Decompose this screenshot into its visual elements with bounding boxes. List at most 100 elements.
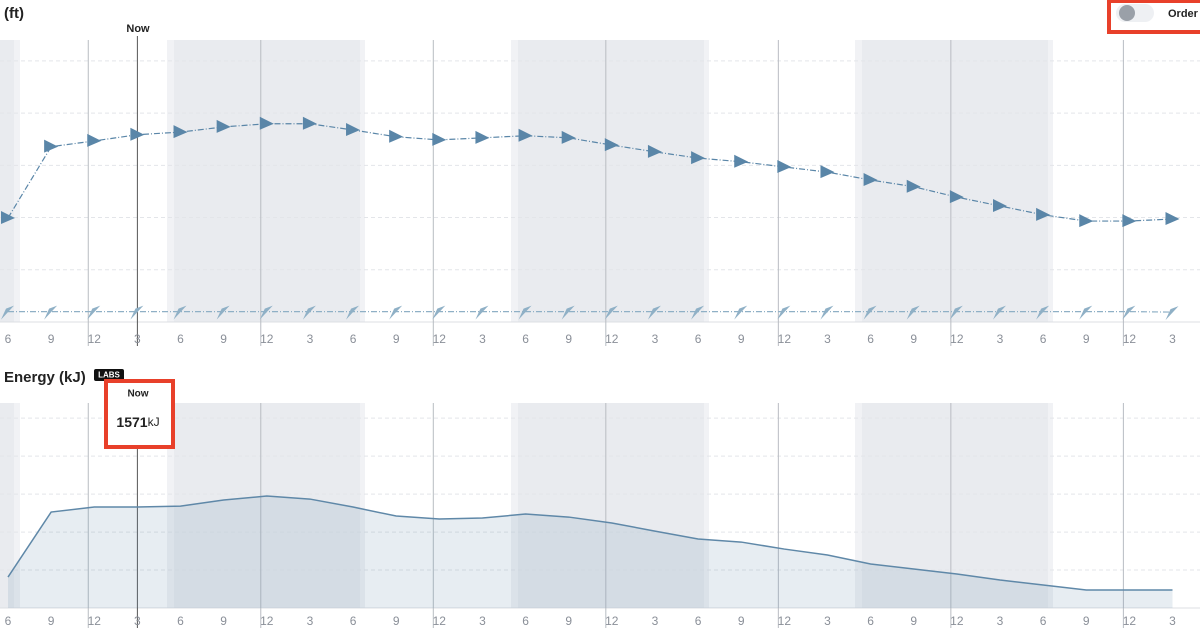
swell-arrow [647, 305, 661, 320]
swell-arrow [475, 130, 490, 144]
tooltip-unit: kJ [148, 415, 160, 429]
toggle-label[interactable]: Order l [1168, 8, 1200, 20]
series-line [7, 123, 1173, 222]
x-tick-label: 6 [5, 332, 12, 346]
labs-badge [94, 369, 124, 381]
swell-arrow [87, 305, 101, 320]
x-tick-label: 3 [824, 332, 831, 346]
x-tick-label: 6 [177, 332, 184, 346]
swell-arrow [432, 305, 446, 320]
swell-arrow [173, 305, 187, 320]
x-tick-label: 9 [220, 332, 227, 346]
x-tick-label: 9 [220, 614, 227, 628]
swell-arrow [647, 144, 662, 158]
swell-arrow [44, 139, 59, 153]
highlight-box [104, 379, 175, 449]
swell-arrow [734, 305, 748, 320]
swell-arrow [87, 133, 102, 147]
swell-arrow [1, 210, 15, 224]
swell-arrow [820, 165, 835, 179]
x-tick-label: 9 [738, 332, 745, 346]
swell-arrow [992, 198, 1007, 212]
swell-arrow [777, 305, 791, 320]
x-tick-label: 3 [134, 332, 141, 346]
swell-arrow [1079, 214, 1094, 228]
x-tick-label: 12 [778, 614, 792, 628]
toggle-knob[interactable] [1119, 5, 1135, 21]
swell-arrow [1165, 306, 1179, 321]
x-tick-label: 6 [867, 332, 874, 346]
x-tick-label: 9 [48, 614, 55, 628]
x-tick-label: 3 [652, 614, 659, 628]
x-tick-label: 9 [738, 614, 745, 628]
x-tick-label: 9 [1083, 332, 1090, 346]
x-tick-label: 6 [695, 332, 702, 346]
swell-arrow [604, 138, 619, 152]
swell-arrow [1122, 305, 1136, 320]
highlight-box [1107, 0, 1200, 34]
x-tick-label: 3 [652, 332, 659, 346]
tooltip-number: 1571 [116, 414, 147, 430]
swell-arrow [949, 305, 963, 320]
swell-arrow [691, 151, 706, 165]
night-band-core [0, 40, 14, 322]
swell-arrow [1, 305, 14, 320]
x-tick-label: 12 [950, 614, 964, 628]
x-tick-label: 6 [1040, 614, 1047, 628]
x-tick-label: 9 [565, 332, 572, 346]
swell-arrow [389, 305, 403, 320]
swell-arrow [863, 305, 877, 320]
chart-title: Energy (kJ) [4, 369, 86, 386]
x-tick-label: 12 [88, 614, 102, 628]
swell-arrow [1122, 214, 1137, 228]
x-tick-label: 6 [695, 614, 702, 628]
swell-arrow [389, 129, 404, 143]
x-tick-label: 3 [997, 332, 1004, 346]
x-tick-label: 3 [307, 614, 314, 628]
swell-arrow [561, 305, 575, 320]
x-tick-label: 6 [522, 332, 529, 346]
night-band-core [518, 40, 704, 322]
swell-arrow [259, 305, 273, 320]
swell-arrow [777, 159, 792, 173]
x-tick-label: 6 [350, 614, 357, 628]
x-tick-label: 3 [134, 614, 141, 628]
x-tick-label: 9 [393, 614, 400, 628]
x-tick-label: 3 [479, 614, 486, 628]
swell-arrow [906, 179, 921, 193]
swell-arrow [1079, 305, 1093, 320]
night-band-core [518, 403, 704, 608]
x-tick-label: 3 [824, 614, 831, 628]
swell-arrow [346, 305, 360, 320]
chart-title: (ft) [4, 5, 24, 22]
x-tick-label: 9 [1083, 614, 1090, 628]
night-band-core [0, 403, 14, 608]
tooltip-value: 1571kJ [116, 414, 159, 430]
x-tick-label: 12 [433, 332, 447, 346]
area-line [7, 495, 1173, 591]
labs-badge-text: LABS [98, 371, 120, 380]
night-band-core [862, 40, 1048, 322]
swell-arrow [216, 119, 231, 133]
x-tick-label: 3 [1169, 614, 1176, 628]
swell-arrow [302, 116, 317, 130]
night-band-core [174, 40, 360, 322]
x-tick-label: 9 [910, 332, 917, 346]
swell-arrow [216, 305, 230, 320]
x-tick-label: 12 [950, 332, 964, 346]
series-line [8, 310, 1173, 313]
x-tick-label: 12 [433, 614, 447, 628]
tooltip-title: Now [127, 389, 148, 400]
plots: 6 9 12 3 6 9 12 3 6 9 12 3 6 9 12 3 6 9 12 3 6 9 12 3 6 9 12 3 6 9 12 3… [1, 116, 1180, 628]
night-bands [0, 36, 1200, 628]
x-tick-label: 6 [177, 614, 184, 628]
swell-arrow [561, 130, 576, 144]
x-tick-label: 12 [260, 614, 274, 628]
swell-arrow [346, 123, 361, 137]
toggle[interactable]: Order l [1116, 4, 1200, 22]
x-tick-label: 3 [479, 332, 486, 346]
swell-arrow [1036, 305, 1050, 320]
x-tick-label: 3 [1169, 332, 1176, 346]
x-tick-label: 6 [522, 614, 529, 628]
